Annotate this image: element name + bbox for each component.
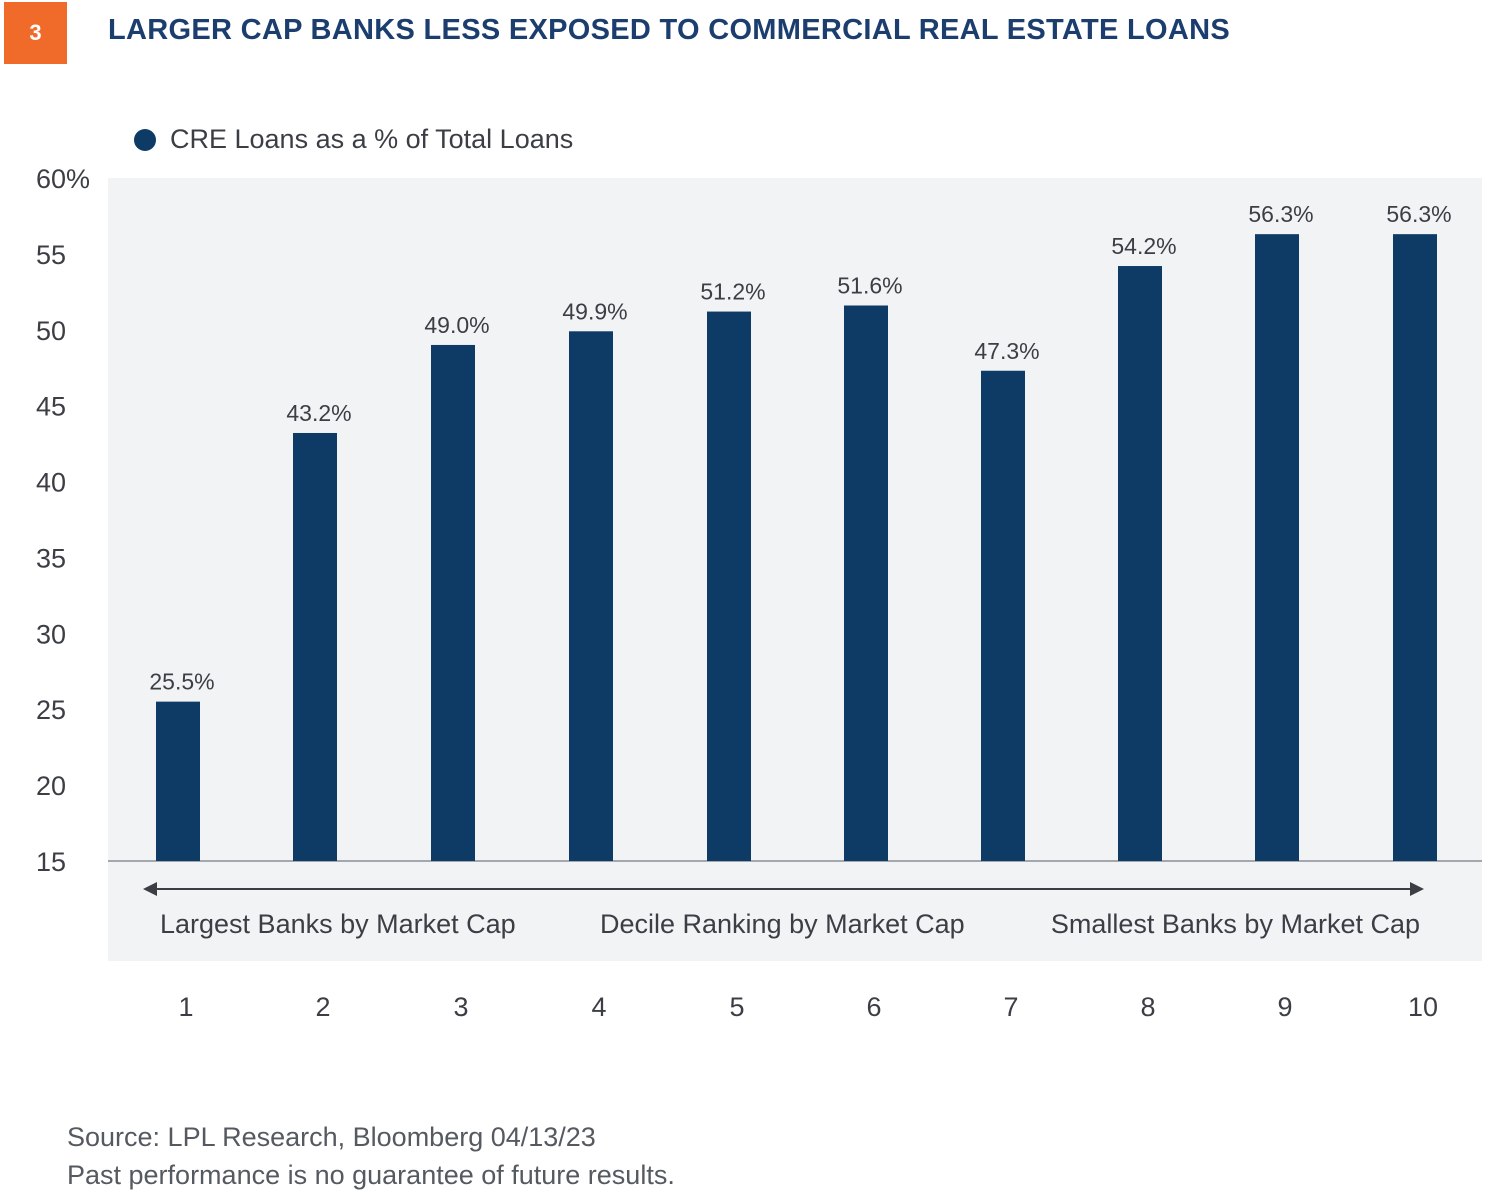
y-tick-label: 55 (36, 240, 66, 270)
bar-data-label: 47.3% (974, 338, 1039, 364)
bar-data-label: 49.0% (424, 312, 489, 338)
bar (293, 432, 337, 861)
source-note: Source: LPL Research, Bloomberg 04/13/23 (67, 1122, 596, 1152)
x-tick-label: 9 (1277, 992, 1292, 1022)
bar-data-label: 51.2% (700, 279, 765, 305)
bar (569, 331, 613, 862)
bar (431, 344, 475, 861)
x-tick-label: 1 (178, 992, 193, 1022)
legend-label: CRE Loans as a % of Total Loans (170, 124, 574, 154)
bar-data-label: 54.2% (1111, 233, 1176, 259)
bar (707, 311, 751, 861)
y-tick-label: 15 (36, 847, 66, 877)
chart-number-badge: 3 (4, 2, 67, 64)
arrow-right-icon (1410, 882, 1424, 896)
axis-annotation-center: Decile Ranking by Market Cap (600, 909, 965, 939)
x-tick-label: 10 (1408, 992, 1438, 1022)
bar-data-label: 51.6% (837, 272, 902, 298)
disclaimer-note: Past performance is no guarantee of futu… (67, 1160, 675, 1190)
chart-title: LARGER CAP BANKS LESS EXPOSED TO COMMERC… (108, 14, 1231, 46)
y-tick-label: 50 (36, 316, 66, 346)
x-tick-label: 6 (866, 992, 881, 1022)
x-tick-label: 5 (729, 992, 744, 1022)
bar (1118, 266, 1162, 861)
legend-dot-icon (134, 128, 156, 151)
y-tick-label: 60% (36, 164, 90, 194)
bar (981, 370, 1025, 861)
x-tick-label: 4 (591, 992, 606, 1022)
arrow-left-icon (143, 882, 157, 896)
y-tick-label: 45 (36, 392, 66, 422)
legend: CRE Loans as a % of Total Loans (134, 124, 573, 155)
axis-annotation-left: Largest Banks by Market Cap (160, 909, 516, 939)
y-tick-label: 20 (36, 771, 66, 801)
x-tick-label: 7 (1003, 992, 1018, 1022)
bar-data-label: 43.2% (286, 400, 351, 426)
axis-annotation-right: Smallest Banks by Market Cap (1051, 909, 1420, 939)
bar-data-label: 25.5% (149, 669, 214, 695)
x-tick-label: 3 (453, 992, 468, 1022)
x-tick-label: 8 (1140, 992, 1155, 1022)
y-tick-label: 40 (36, 468, 66, 498)
bar (844, 305, 888, 861)
bar (1255, 234, 1299, 861)
bar-data-label: 56.3% (1248, 201, 1313, 227)
y-tick-label: 35 (36, 543, 66, 573)
x-tick-label: 2 (315, 992, 330, 1022)
bar-data-label: 56.3% (1386, 201, 1451, 227)
bar-data-label: 49.9% (562, 298, 627, 324)
y-tick-label: 25 (36, 695, 66, 725)
y-tick-label: 30 (36, 619, 66, 649)
bar (1393, 234, 1437, 861)
bar (156, 701, 200, 861)
